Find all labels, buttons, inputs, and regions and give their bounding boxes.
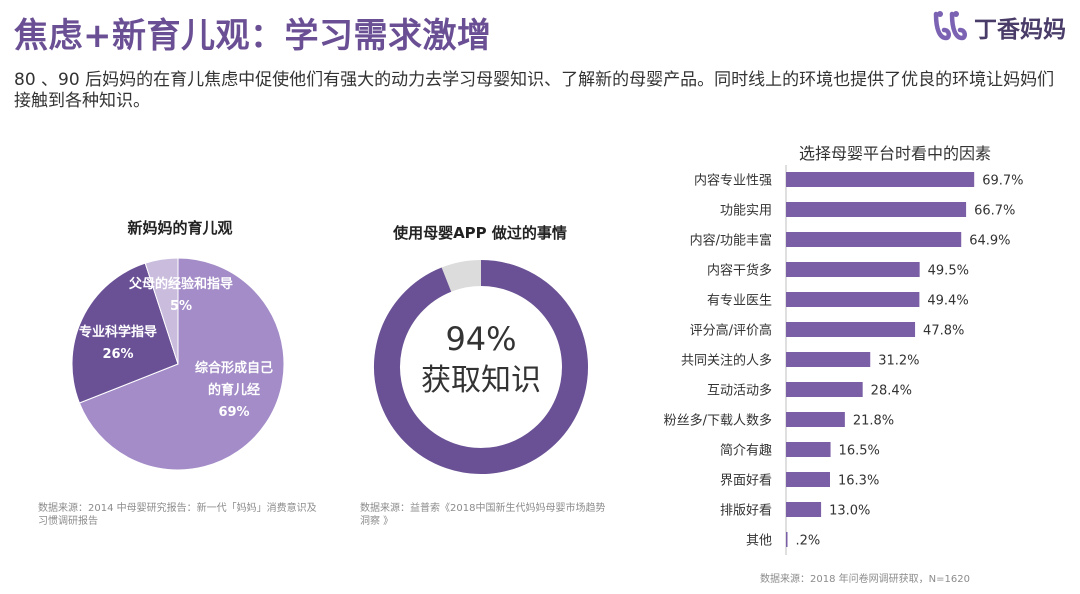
bar-category-label: 共同关注的人多: [681, 353, 772, 369]
app-usage-donut-chart: 94% 获取知识: [374, 260, 588, 474]
bar-value-label: 31.2%: [878, 354, 919, 369]
pie-value-label: 5%: [170, 299, 192, 314]
pie-slice: [144, 257, 179, 365]
donut-chart-title: 使用母婴APP 做过的事情: [393, 224, 567, 242]
bar-category-label: 有专业医生: [707, 294, 772, 309]
bar-value-label: 49.4%: [927, 294, 968, 309]
bar: [786, 352, 871, 367]
bar-value-label: 21.8%: [853, 414, 894, 429]
pie-category-label: 的育儿经: [208, 382, 260, 398]
bar-category-label: 评分高/评价高: [690, 323, 772, 339]
logo-text: 丁香妈妈: [974, 17, 1066, 43]
bar: [786, 442, 831, 457]
bar-chart-source: 数据来源：2018 年问卷网调研获取，N=1620: [760, 574, 970, 585]
bar-value-label: 69.7%: [982, 174, 1023, 189]
bar: [786, 472, 831, 487]
page-title: 焦虑+新育儿观：学习需求激增: [14, 16, 492, 56]
pie-slice: [78, 257, 285, 471]
donut-chart-source: 数据来源：益普索《2018中国新生代妈妈母婴市场趋势洞察 》: [360, 503, 606, 527]
bar-value-label: 66.7%: [974, 204, 1015, 219]
bar: [786, 412, 845, 427]
pie-chart-title: 新妈妈的育儿观: [127, 219, 233, 237]
bar-category-label: 内容干货多: [707, 263, 772, 279]
bar-value-label: 16.3%: [838, 474, 879, 489]
bar-category-label: 内容专业性强: [694, 173, 772, 189]
bar-category-label: 内容/功能丰富: [690, 233, 772, 249]
bar-category-label: 其他: [746, 534, 772, 549]
bar-value-label: 13.0%: [829, 504, 870, 519]
platform-factors-bar-chart: 内容专业性强 69.7% 功能实用 66.7% 内容/功能丰富 64.9% 内容干货多 49.…: [664, 165, 1024, 555]
donut-value-arc: [374, 260, 588, 474]
donut-center-value: 94%: [445, 320, 516, 358]
pie-slice: [71, 262, 179, 404]
bar: [786, 532, 788, 547]
bar-value-label: 28.4%: [871, 384, 912, 399]
bar: [786, 262, 920, 277]
bar-category-label: 排版好看: [720, 503, 772, 519]
pie-category-label: 父母的经验和指导: [128, 276, 233, 292]
bar: [786, 202, 967, 217]
pie-value-label: 26%: [102, 347, 133, 362]
bar-chart-title: 选择母婴平台时看中的因素: [798, 144, 991, 163]
bar-category-label: 简介有趣: [720, 443, 772, 459]
logo-icon: [933, 11, 967, 41]
bar: [786, 322, 916, 337]
pie-category-label: 综合形成自己: [195, 360, 273, 376]
bar-category-label: 互动活动多: [707, 383, 772, 399]
bar-value-label: .2%: [796, 534, 821, 549]
pie-chart-source: 数据来源：2014 中母婴研究报告：新一代「妈妈」消费意识及习惯调研报告: [38, 503, 317, 527]
pie-value-label: 69%: [218, 405, 249, 420]
pie-category-label: 专业科学指导: [79, 324, 157, 340]
bar-value-label: 47.8%: [923, 324, 964, 339]
bar: [786, 292, 920, 307]
page-subtitle: 80 、90 后妈妈的在育儿焦虑中促使他们有强大的动力去学习母婴知识、了解新的母…: [14, 70, 1055, 111]
bar-value-label: 16.5%: [839, 444, 880, 459]
bar-category-label: 粉丝多/下载人数多: [664, 413, 772, 429]
bar: [786, 232, 962, 247]
bar: [786, 502, 822, 517]
bar-value-label: 49.5%: [928, 264, 969, 279]
bar-category-label: 界面好看: [720, 473, 772, 489]
logo: 丁香妈妈: [930, 8, 1070, 44]
bar-value-label: 64.9%: [969, 234, 1010, 249]
bar-category-label: 功能实用: [720, 204, 772, 219]
donut-center-label: 获取知识: [421, 363, 541, 398]
bar: [786, 382, 863, 397]
bar: [786, 172, 975, 187]
